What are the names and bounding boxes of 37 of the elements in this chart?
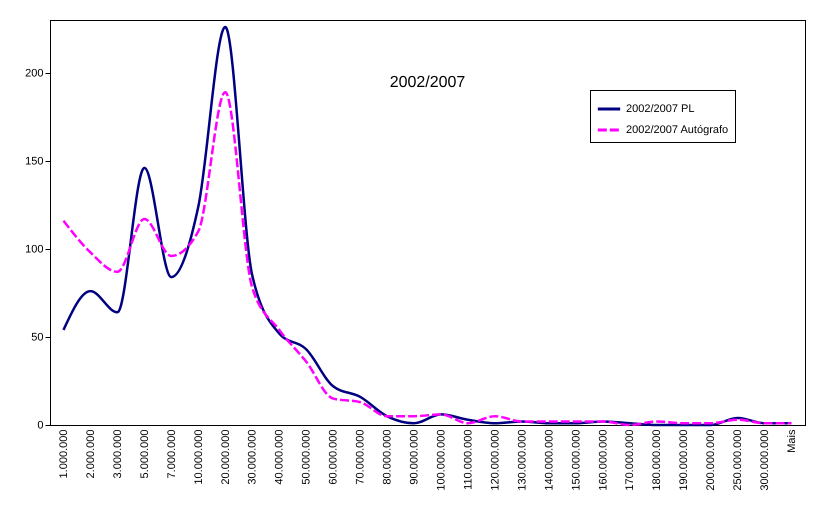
y-tick-label: 50 [31,331,44,344]
x-tick-label: 300.000.000 [759,430,772,491]
x-tick-label: Mais [786,429,798,453]
line-series [62,90,793,426]
x-tick-label: 1.000.000 [58,430,70,478]
x-tick-label: 2.000.000 [84,430,97,478]
x-tick-label: 40.000.000 [274,430,286,485]
x-tick-label: 70.000.000 [354,430,367,485]
text: 2002/2007 [390,74,466,91]
legend-label: 2002/2007 Autógrafo [626,124,728,136]
x-tick-label: 10.000.000 [192,430,205,485]
x-tick-label: 80.000.000 [382,430,394,485]
x-tick-label: 190.000.000 [678,430,690,491]
x-tick-label: 150.000.000 [570,430,582,491]
y-tick-label: 100 [25,243,44,256]
x-tick-label: 7.000.000 [166,430,178,478]
x-tick-label: 180.000.000 [651,430,664,491]
x-tick-label: 50.000.000 [300,430,313,485]
y-tick-label: 0 [37,420,44,432]
x-tick-label: 170.000.000 [624,430,636,491]
x-tick-label: 90.000.000 [408,430,421,485]
x-tick-label: 60.000.000 [328,430,340,485]
x-tick-label: 3.000.000 [112,430,124,478]
x-tick-label: 130.000.000 [516,430,528,491]
x-tick-label: 120.000.000 [489,430,502,491]
y-tick-label: 150 [25,155,44,168]
x-tick-label: 100.000.000 [435,430,448,491]
x-tick-label: 160.000.000 [597,430,610,491]
x-tick-label: 140.000.000 [543,430,556,491]
x-tick-label: 110.000.000 [462,430,474,490]
x-tick-label: 5.000.000 [138,430,151,478]
x-tick-label: 20.000.000 [220,430,232,485]
x-tick-label: 250.000.000 [732,430,744,491]
x-tick-label: 30.000.000 [246,430,259,485]
y-tick-label: 200 [25,67,44,80]
legend-label: 2002/2007 PL [626,103,695,115]
x-tick-label: 200.000.000 [705,430,718,491]
